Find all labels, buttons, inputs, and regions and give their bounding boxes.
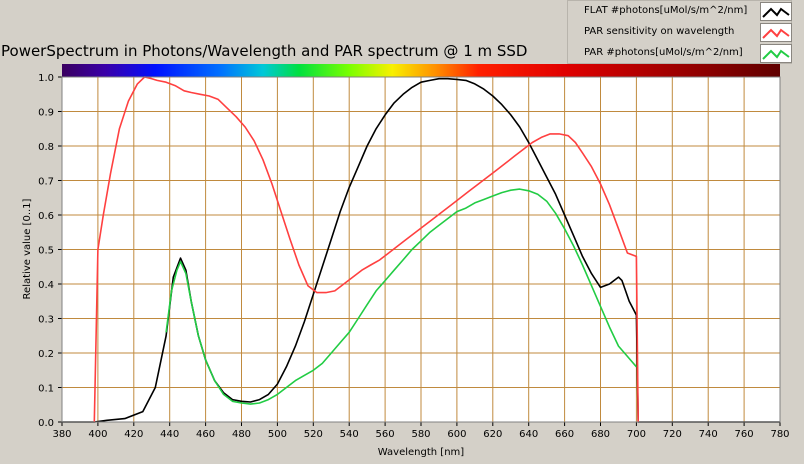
x-tick-label: 660 bbox=[555, 429, 574, 440]
plot-frame bbox=[61, 76, 781, 423]
legend-label-flat: FLAT #photons[uMol/s/m^2/nm] bbox=[584, 5, 748, 16]
x-tick-label: 540 bbox=[340, 429, 359, 440]
x-tick-label: 420 bbox=[124, 429, 143, 440]
legend: FLAT #photons[uMol/s/m^2/nm] PAR sensiti… bbox=[567, 0, 792, 64]
legend-item-par-sensitivity[interactable]: PAR sensitivity on wavelength bbox=[568, 22, 792, 42]
y-tick-label: 0.9 bbox=[38, 108, 54, 119]
spectrum-color-bar bbox=[62, 64, 780, 77]
y-tick-label: 0.5 bbox=[38, 246, 54, 257]
series-line-par-photons bbox=[165, 188, 638, 405]
legend-label-par-sensitivity: PAR sensitivity on wavelength bbox=[584, 26, 735, 37]
series-line-par-sensitivity bbox=[93, 76, 639, 423]
line-plot-icon bbox=[762, 7, 790, 18]
x-axis-label: Wavelength [nm] bbox=[378, 447, 464, 458]
x-tick-label: 460 bbox=[196, 429, 215, 440]
legend-swatch-par-sensitivity[interactable] bbox=[760, 23, 792, 42]
series-group bbox=[62, 76, 780, 423]
y-tick-label: 0.0 bbox=[38, 418, 54, 429]
x-tick-label: 760 bbox=[735, 429, 754, 440]
y-tick-label: 0.8 bbox=[38, 142, 54, 153]
y-tick-label: 0.4 bbox=[38, 280, 54, 291]
x-tick-label: 440 bbox=[160, 429, 179, 440]
x-tick-label: 680 bbox=[591, 429, 610, 440]
x-tick-label: 480 bbox=[232, 429, 251, 440]
x-tick-label: 380 bbox=[52, 429, 71, 440]
x-tick-label: 600 bbox=[447, 429, 466, 440]
x-tick-label: 520 bbox=[304, 429, 323, 440]
legend-item-par-photons[interactable]: PAR #photons[uMol/s/m^2/nm] bbox=[568, 43, 792, 63]
line-plot-icon bbox=[762, 28, 790, 39]
y-tick-label: 0.1 bbox=[38, 384, 54, 395]
y-tick-label: 0.6 bbox=[38, 211, 54, 222]
x-tick-label: 400 bbox=[88, 429, 107, 440]
chart-title: PowerSpectrum in Photons/Wavelength and … bbox=[1, 42, 528, 60]
x-tick-label: 580 bbox=[411, 429, 430, 440]
ticks: 380 400 420 440 460 480 500 520 540 560 580 600 620 6… bbox=[38, 73, 789, 440]
line-plot-icon bbox=[762, 49, 790, 60]
legend-swatch-par-photons[interactable] bbox=[760, 44, 792, 63]
y-tick-label: 0.3 bbox=[38, 315, 54, 326]
x-tick-label: 500 bbox=[268, 429, 287, 440]
y-axis-label: Relative value [0..1] bbox=[22, 198, 33, 299]
legend-item-flat[interactable]: FLAT #photons[uMol/s/m^2/nm] bbox=[568, 1, 792, 21]
x-tick-label: 620 bbox=[483, 429, 502, 440]
x-tick-label: 740 bbox=[699, 429, 718, 440]
x-tick-label: 720 bbox=[663, 429, 682, 440]
legend-swatch-flat[interactable] bbox=[760, 2, 792, 21]
y-tick-label: 1.0 bbox=[38, 73, 54, 84]
x-tick-label: 560 bbox=[376, 429, 395, 440]
grid bbox=[61, 76, 781, 423]
x-tick-label: 780 bbox=[770, 429, 789, 440]
legend-label-par-photons: PAR #photons[uMol/s/m^2/nm] bbox=[584, 47, 743, 58]
y-tick-label: 0.2 bbox=[38, 349, 54, 360]
x-tick-label: 640 bbox=[519, 429, 538, 440]
x-tick-label: 700 bbox=[627, 429, 646, 440]
y-tick-label: 0.7 bbox=[38, 177, 54, 188]
